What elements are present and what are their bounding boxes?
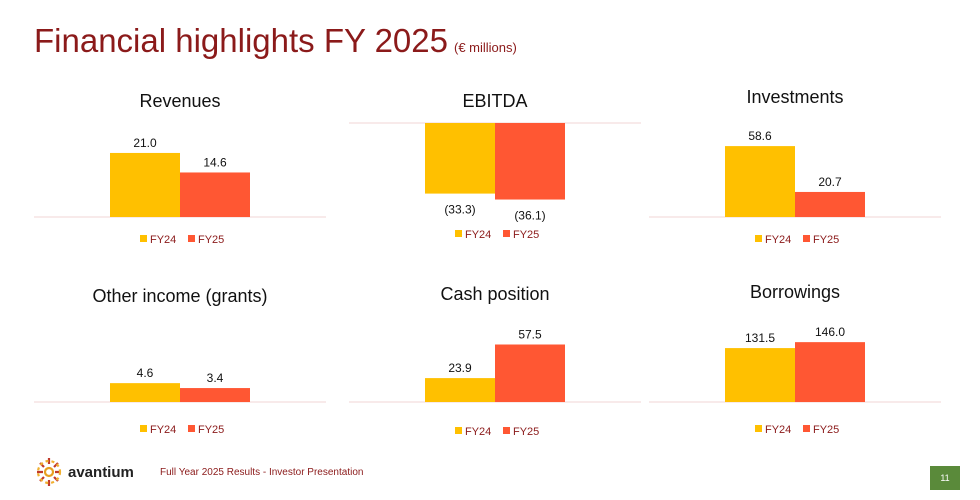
- ebitda-legend-fy25: FY25: [513, 229, 539, 241]
- investments-legend-swatch-fy25: [803, 235, 810, 242]
- borrowings-bar-fy24: [725, 348, 795, 402]
- chart-title-ebitda: EBITDA: [462, 91, 528, 111]
- revenues-label-fy25: 14.6: [203, 155, 227, 169]
- revenues-legend-fy24: FY24: [150, 234, 176, 246]
- other-income-legend-swatch-fy24: [140, 425, 147, 432]
- investments-label-fy25: 20.7: [818, 175, 842, 189]
- other-income-bar-fy25: [180, 388, 250, 402]
- revenues-legend-swatch-fy24: [140, 235, 147, 242]
- revenues-legend-swatch-fy25: [188, 235, 195, 242]
- title-text: Financial highlights FY 2025: [34, 22, 448, 59]
- investments-legend-fy25: FY25: [813, 234, 839, 246]
- ebitda-label-fy24: (33.3): [444, 203, 475, 217]
- cash-position-legend-swatch-fy25: [503, 427, 510, 434]
- investments-legend-fy24: FY24: [765, 234, 791, 246]
- ebitda-bar-fy24: [425, 123, 495, 194]
- chart-title-other-income: Other income (grants): [92, 286, 268, 306]
- company-logo: avantium: [34, 455, 134, 489]
- cash-position-bar-fy24: [425, 378, 495, 402]
- cash-position-label-fy24: 23.9: [448, 361, 472, 375]
- footer-presentation-title: Full Year 2025 Results - Investor Presen…: [160, 467, 364, 478]
- borrowings-bar-fy25: [795, 342, 865, 402]
- avantium-logo-icon: [36, 458, 62, 486]
- borrowings-label-fy25: 146.0: [815, 325, 845, 339]
- other-income-label-fy24: 4.6: [137, 366, 154, 380]
- ebitda-legend-swatch-fy24: [455, 230, 462, 237]
- chart-title-borrowings: Borrowings: [749, 282, 841, 302]
- borrowings-legend-swatch-fy25: [803, 425, 810, 432]
- page-number-badge: 11: [930, 466, 960, 490]
- ebitda-bar-fy25: [495, 123, 565, 200]
- cash-position-label-fy25: 57.5: [518, 328, 542, 342]
- logo-text: avantium: [68, 463, 134, 481]
- investments-bar-fy25: [795, 191, 865, 217]
- cash-position-bar-fy25: [495, 344, 565, 402]
- cash-position-legend-swatch-fy24: [455, 427, 462, 434]
- ebitda-legend-fy24: FY24: [465, 229, 491, 241]
- borrowings-legend-swatch-fy24: [755, 425, 762, 432]
- investments-legend-swatch-fy24: [755, 235, 762, 242]
- other-income-legend-fy24: FY24: [150, 424, 176, 436]
- chart-title-cash-position: Cash position: [440, 284, 550, 304]
- chart-title-revenues: Revenues: [139, 91, 221, 111]
- cash-position-legend-fy24: FY24: [465, 426, 491, 438]
- revenues-legend-fy25: FY25: [198, 234, 224, 246]
- revenues-bar-fy25: [180, 172, 250, 217]
- investments-label-fy24: 58.6: [748, 129, 772, 143]
- page-title: Financial highlights FY 2025 (€ millions): [34, 22, 517, 60]
- other-income-legend-swatch-fy25: [188, 425, 195, 432]
- cash-position-legend-fy25: FY25: [513, 426, 539, 438]
- revenues-label-fy24: 21.0: [133, 136, 157, 150]
- ebitda-legend-swatch-fy25: [503, 230, 510, 237]
- borrowings-label-fy24: 131.5: [745, 331, 775, 345]
- chart-title-investments: Investments: [746, 87, 844, 107]
- other-income-bar-fy24: [110, 383, 180, 402]
- investments-bar-fy24: [725, 146, 795, 217]
- title-unit: (€ millions): [453, 40, 517, 55]
- revenues-bar-fy24: [110, 152, 180, 217]
- borrowings-legend-fy25: FY25: [813, 424, 839, 436]
- other-income-legend-fy25: FY25: [198, 424, 224, 436]
- borrowings-legend-fy24: FY24: [765, 424, 791, 436]
- ebitda-label-fy25: (36.1): [514, 209, 545, 223]
- other-income-label-fy25: 3.4: [207, 371, 224, 385]
